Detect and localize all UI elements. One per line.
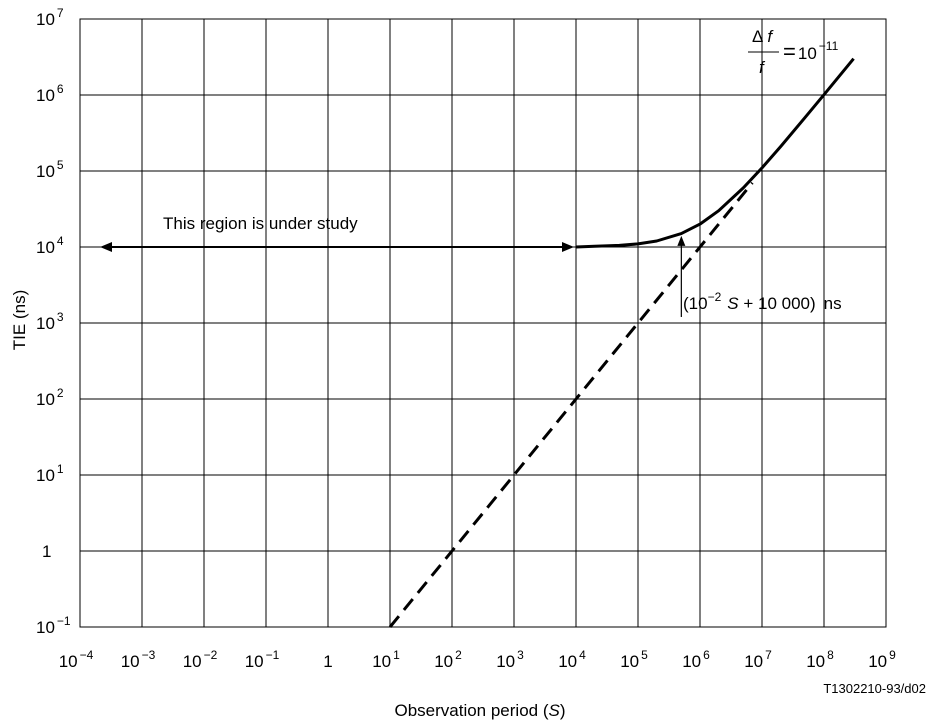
x-axis-label: Observation period (S) (394, 701, 565, 720)
x-tick-label: 10 9 (868, 648, 896, 671)
x-tick-label: 10 7 (744, 648, 772, 671)
x-tick-label: 10 −4 (59, 648, 94, 671)
figure-id: T1302210-93/d02 (823, 681, 926, 696)
x-tick-label: 10 −1 (245, 648, 280, 671)
x-tick-label: 10 1 (372, 648, 400, 671)
x-tick-label: 10 −3 (121, 648, 156, 671)
arrowhead-left (100, 242, 112, 252)
series-solid-line (575, 57, 855, 249)
y-tick-label: 10 5 (36, 158, 64, 181)
x-tick-label: 10 4 (558, 648, 586, 671)
x-tick-label: 10 6 (682, 648, 710, 671)
formula-label: (10−2 S + 10 000) ns (683, 290, 842, 313)
x-tick-label: 10 2 (434, 648, 462, 671)
x-tick-label: 10 −2 (183, 648, 218, 671)
x-tick-label: 10 5 (620, 648, 648, 671)
y-axis-label: TIE (ns) (10, 290, 29, 350)
region-label: This region is under study (163, 214, 358, 233)
y-tick-label: 10 2 (36, 386, 64, 409)
svg-text:Δf: Δf (752, 27, 774, 46)
delta-symbol: Δ (752, 27, 763, 46)
svg-text:f: f (759, 58, 766, 77)
series-layer (388, 57, 855, 628)
y-tick-labels: 10 −1 1 10 1 10 2 10 3 10 4 10 5 10 6 10 7 (36, 6, 71, 637)
plot-frame (79, 18, 887, 628)
y-tick-label: 10 6 (36, 82, 64, 105)
pointer-arrowhead (677, 235, 686, 246)
x-tick-label: 10 8 (806, 648, 834, 671)
y-tick-label: 10 1 (36, 462, 64, 485)
x-tick-label: 1 (323, 652, 332, 671)
y-tick-label: 10 4 (36, 234, 64, 257)
x-tick-labels: 10 −4 10 −3 10 −2 10 −1 1 10 1 10 2 10 3 10 4 10 5 10 6 10 7 10… (59, 648, 896, 671)
series-dashed-line (388, 181, 754, 628)
y-tick-label: 10 3 (36, 310, 64, 333)
y-tick-label: 10 7 (36, 6, 64, 29)
grid-lines (79, 18, 887, 628)
y-tick-label: 1 (42, 542, 51, 561)
y-tick-label: 10 −1 (36, 614, 71, 637)
x-tick-label: 10 3 (496, 648, 524, 671)
arrowhead-right (562, 242, 574, 252)
svg-text:=10−11: = 10 −11 (783, 39, 839, 64)
